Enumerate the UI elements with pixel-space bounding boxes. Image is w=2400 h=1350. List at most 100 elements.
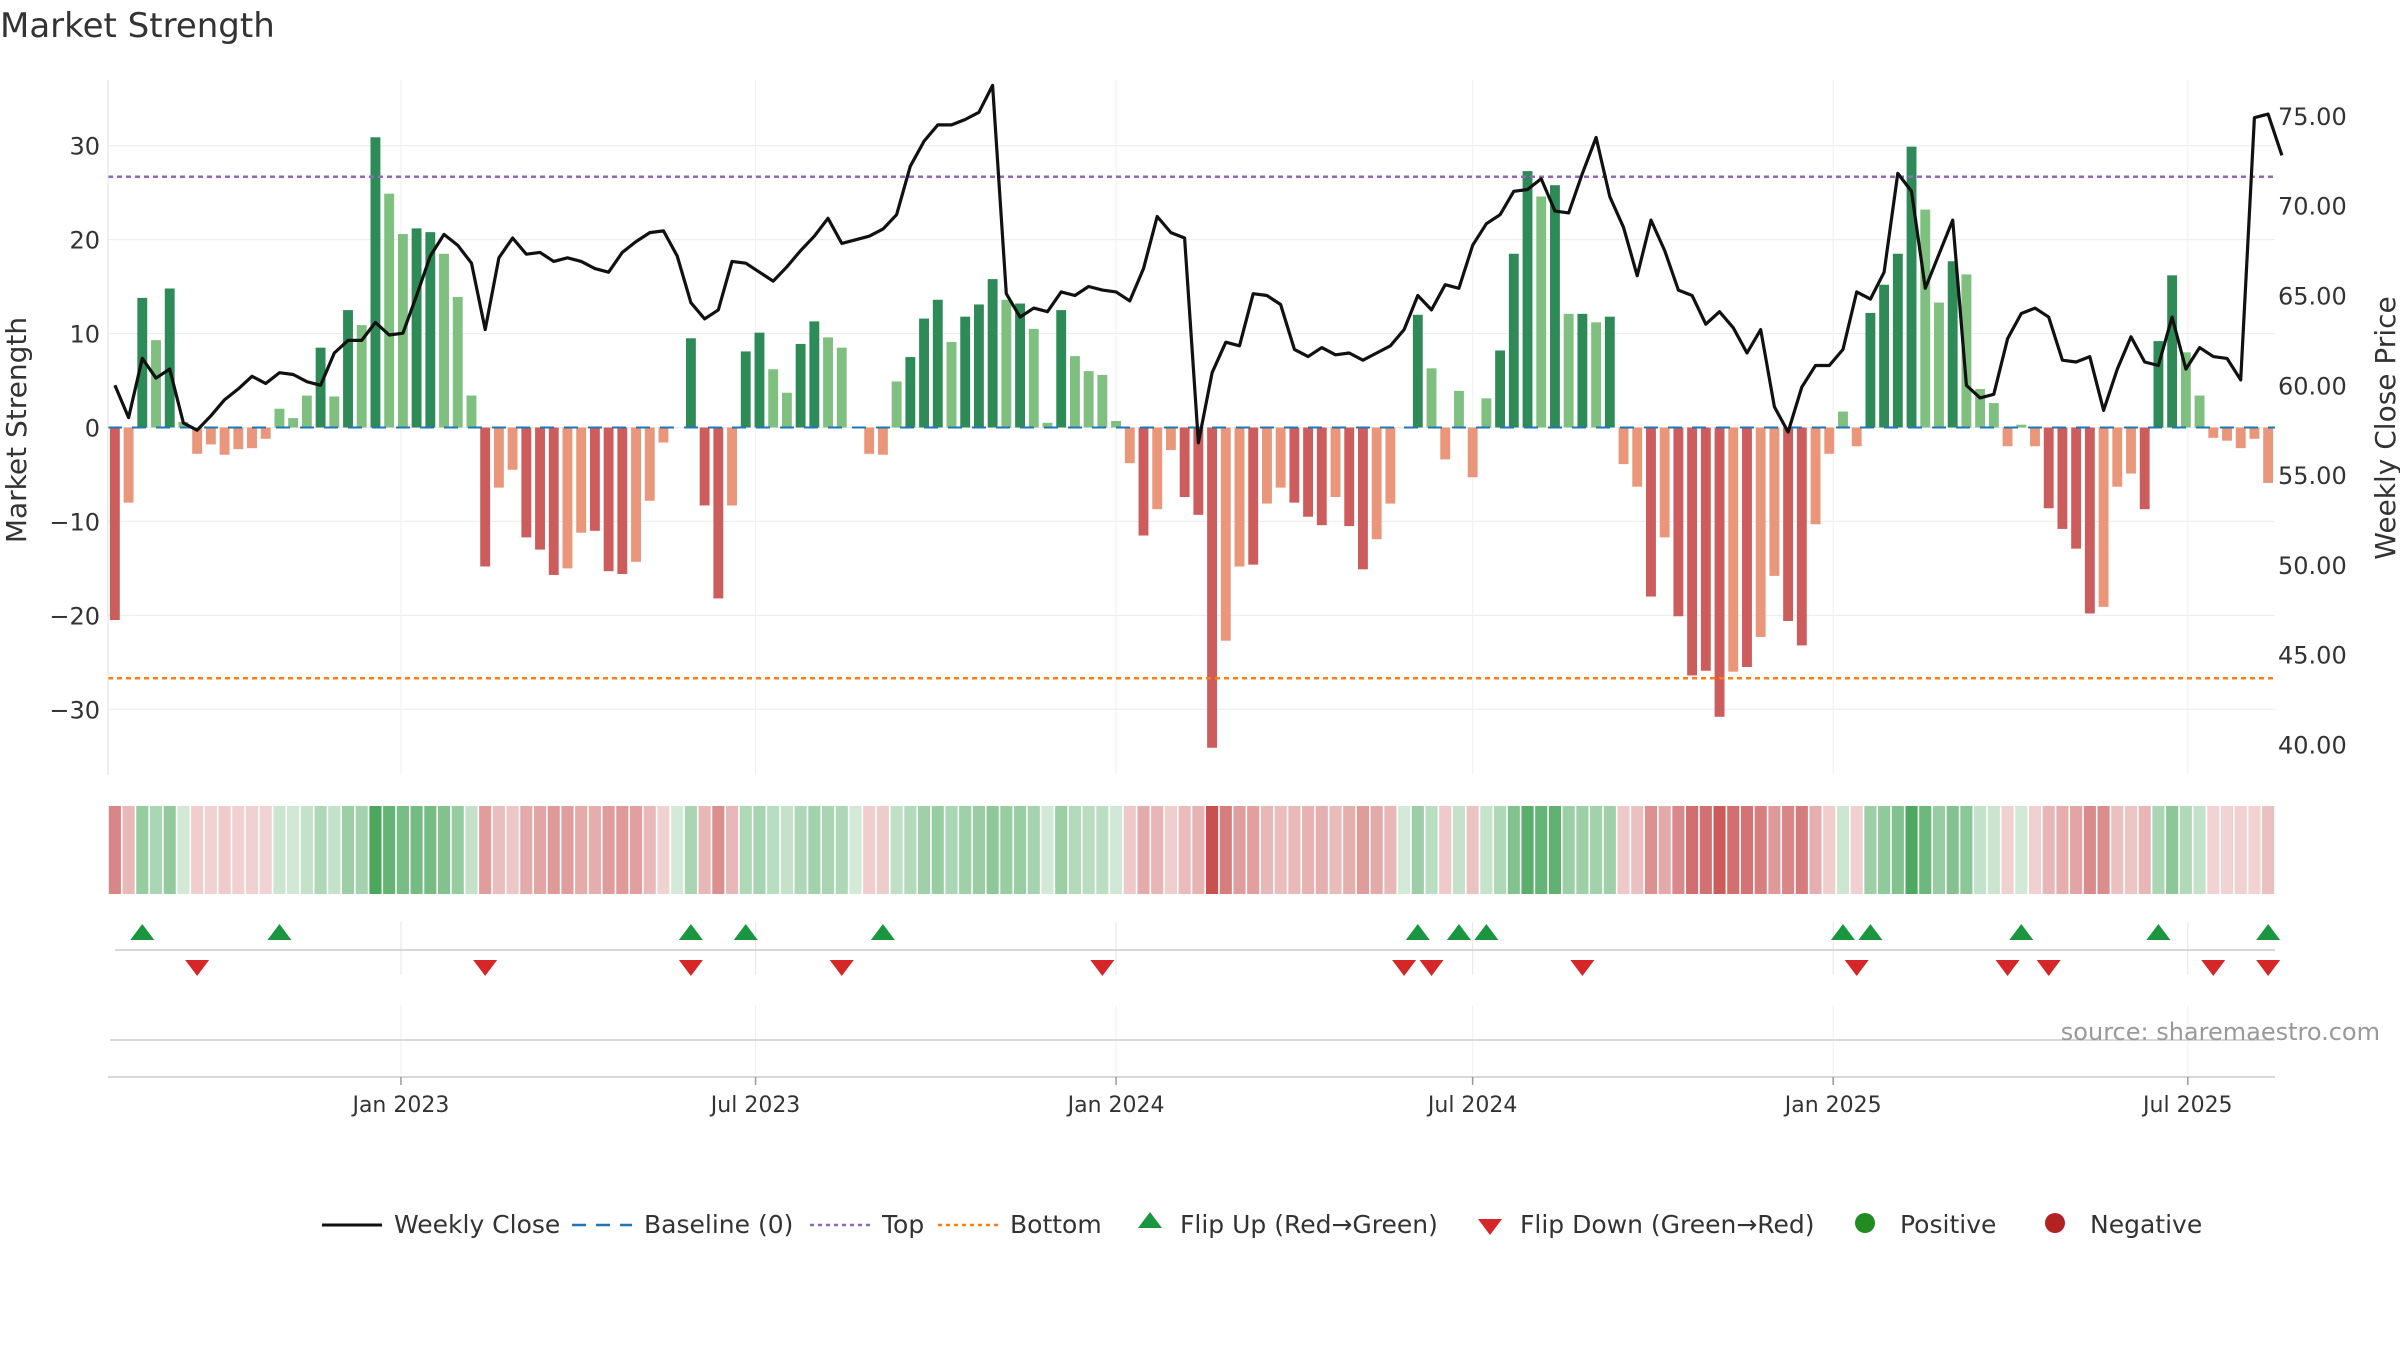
strength-bar xyxy=(1851,427,1862,447)
legend-item: Bottom xyxy=(938,1210,1102,1239)
strength-bar xyxy=(1358,427,1368,570)
strength-bar xyxy=(987,279,998,428)
strength-bar xyxy=(425,232,436,428)
heat-cell xyxy=(259,806,272,894)
heat-cell xyxy=(712,806,725,894)
strength-bar xyxy=(1550,185,1560,428)
strength-bar xyxy=(535,427,545,550)
strength-bar xyxy=(507,427,518,470)
legend-item: Baseline (0) xyxy=(572,1210,793,1239)
heat-cell xyxy=(437,806,451,894)
strength-bar xyxy=(1646,427,1656,597)
heat-cell xyxy=(1795,806,1808,894)
heat-cell xyxy=(1919,806,1932,894)
strength-bar xyxy=(1742,427,1752,667)
strength-bar xyxy=(1069,356,1080,428)
strength-bar xyxy=(1111,420,1122,428)
strength-bar xyxy=(699,427,710,506)
heat-cell xyxy=(232,806,245,894)
heat-cell xyxy=(287,806,300,894)
strength-bar xyxy=(1015,303,1025,428)
heat-cell xyxy=(1068,806,1081,894)
strength-bar xyxy=(1879,284,1890,428)
heat-cell xyxy=(1014,806,1027,894)
strength-bar xyxy=(1207,427,1218,748)
heat-cell xyxy=(876,806,889,894)
heat-cell xyxy=(1315,806,1328,894)
heat-cell xyxy=(1974,806,1987,894)
right-tick-label: 45.00 xyxy=(2278,642,2347,670)
strength-bar xyxy=(1947,261,1958,428)
flip-up-marker xyxy=(678,924,703,940)
heat-cell xyxy=(1041,806,1054,894)
heat-cell xyxy=(1631,806,1644,894)
heat-cell xyxy=(904,806,917,894)
heat-cell xyxy=(355,806,368,894)
flip-down-marker xyxy=(1392,960,1417,976)
strength-bar xyxy=(2112,427,2123,487)
heat-cell xyxy=(1727,806,1740,894)
heat-cell xyxy=(2207,806,2220,894)
heat-cell xyxy=(835,806,848,894)
heat-cell xyxy=(671,806,684,894)
strength-bar xyxy=(781,392,792,428)
heat-cell xyxy=(2070,806,2083,894)
strength-bar xyxy=(2153,341,2164,428)
strength-bar xyxy=(2126,427,2136,474)
strength-bar xyxy=(1673,427,1684,617)
strength-bar xyxy=(2249,427,2260,439)
heat-cell xyxy=(273,806,286,894)
left-tick-label: 30 xyxy=(69,133,100,161)
flip-up-marker xyxy=(1474,924,1499,940)
heat-cell xyxy=(2028,806,2042,894)
heat-cell xyxy=(1027,806,1040,894)
strength-bar xyxy=(631,427,641,562)
heat-cell xyxy=(1055,806,1068,894)
strength-bar xyxy=(2098,427,2109,607)
heat-cell xyxy=(520,806,533,894)
legend-label: Baseline (0) xyxy=(644,1210,793,1239)
strength-bar xyxy=(1522,171,1533,428)
left-tick-label: 20 xyxy=(69,227,100,255)
heat-cell xyxy=(1329,806,1342,894)
strength-bar xyxy=(1289,427,1300,503)
heat-cell xyxy=(863,806,876,894)
heat-cell xyxy=(1603,806,1616,894)
strength-bar xyxy=(727,427,737,506)
strength-bar xyxy=(2194,395,2205,428)
heat-cell xyxy=(1850,806,1863,894)
strength-bar xyxy=(2057,427,2068,529)
flip-up-marker xyxy=(1858,924,1883,940)
strength-bar xyxy=(1755,427,1766,637)
x-tick-label: Jan 2024 xyxy=(1066,1093,1165,1118)
heat-cell xyxy=(1411,806,1424,894)
heat-cell xyxy=(492,806,505,894)
legend-label: Weekly Close xyxy=(394,1210,560,1239)
strength-bar xyxy=(1577,313,1588,428)
flip-up-marker xyxy=(870,924,895,940)
strength-bar xyxy=(1179,427,1190,497)
heat-cell xyxy=(2166,806,2179,894)
strength-bar xyxy=(658,427,669,443)
strength-bar xyxy=(1632,427,1643,487)
strength-bar xyxy=(1796,427,1807,646)
heat-cell xyxy=(698,806,711,894)
strength-bar xyxy=(452,296,463,428)
strength-bar xyxy=(617,427,628,575)
heat-cell xyxy=(410,806,423,894)
flip-up-marker xyxy=(2146,924,2171,940)
heat-cell xyxy=(780,806,793,894)
strength-bar xyxy=(685,338,696,428)
heat-cell xyxy=(396,806,409,894)
strength-bar xyxy=(384,193,395,428)
strength-bar xyxy=(1618,427,1629,465)
heat-cell xyxy=(1260,806,1273,894)
strength-bar xyxy=(2235,427,2246,449)
heat-cell xyxy=(917,806,931,894)
heat-cell xyxy=(2193,806,2206,894)
strength-bar xyxy=(521,427,532,538)
heat-cell xyxy=(383,806,396,894)
strength-bar xyxy=(905,357,916,428)
strength-bar xyxy=(1769,427,1780,576)
strength-bar xyxy=(411,228,422,428)
